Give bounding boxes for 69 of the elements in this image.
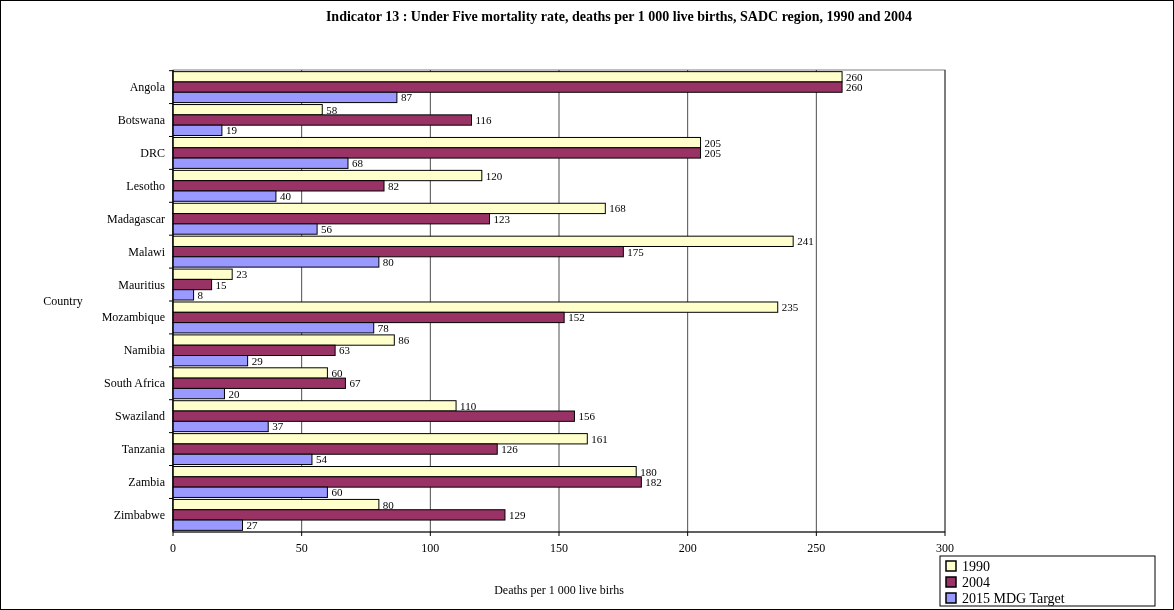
- y-tick-label: South Africa: [104, 376, 166, 391]
- data-label: 156: [578, 410, 596, 423]
- data-label: 161: [591, 432, 608, 445]
- data-label: 67: [349, 377, 361, 390]
- data-label: 110: [460, 399, 477, 412]
- y-tick-label: Zambia: [128, 474, 166, 489]
- x-tick-label: 0: [170, 541, 176, 555]
- legend-label: 2004: [962, 575, 990, 590]
- data-label: 120: [485, 169, 503, 182]
- data-label: 129: [508, 508, 526, 521]
- data-label: 27: [246, 519, 258, 532]
- data-label: 58: [326, 103, 338, 116]
- data-label: 123: [493, 212, 511, 225]
- data-label: 168: [609, 202, 627, 215]
- y-tick-label: Mauritius: [118, 277, 166, 292]
- data-label: 175: [627, 245, 645, 258]
- data-label: 205: [704, 146, 722, 159]
- y-tick-label: Lesotho: [126, 178, 165, 193]
- data-label: 116: [475, 114, 493, 127]
- x-tick-label: 150: [550, 541, 568, 555]
- data-label: 19: [225, 124, 238, 137]
- data-label: 80: [382, 255, 395, 268]
- legend-label: 2015 MDG Target: [962, 591, 1065, 606]
- y-tick-label: Swaziland: [115, 409, 165, 424]
- data-label: 126: [501, 443, 519, 456]
- data-label: 37: [272, 420, 284, 433]
- data-label: 80: [382, 498, 395, 511]
- data-label: 54: [315, 453, 328, 466]
- data-label: 68: [351, 157, 364, 170]
- x-axis-title: Deaths per 1 000 live birhs: [494, 583, 625, 597]
- data-label: 82: [388, 179, 400, 192]
- data-label: 60: [331, 486, 343, 499]
- y-tick-label: Madagascar: [107, 211, 165, 226]
- data-label: 241: [797, 235, 814, 248]
- x-tick-label: 250: [807, 541, 826, 555]
- x-tick-label: 50: [295, 541, 308, 555]
- y-tick-label: Zimbabwe: [113, 507, 165, 522]
- data-label: 260: [846, 70, 864, 83]
- y-tick-label: Angola: [129, 80, 166, 95]
- y-tick-label: DRC: [140, 145, 165, 160]
- data-label: 260: [846, 81, 864, 94]
- x-tick-label: 200: [678, 541, 697, 555]
- data-label: 152: [568, 311, 585, 324]
- data-label: 87: [400, 91, 413, 104]
- data-label: 182: [645, 475, 662, 488]
- x-tick-label: 100: [421, 541, 440, 555]
- y-axis-title: Country: [43, 294, 83, 308]
- y-tick-label: Botswana: [117, 113, 166, 128]
- data-label: 40: [279, 190, 292, 203]
- y-tick-label: Malawi: [128, 244, 166, 259]
- data-label: 235: [781, 301, 799, 314]
- data-label: 56: [321, 223, 333, 236]
- data-label: 15: [215, 278, 228, 291]
- data-label: 63: [339, 344, 351, 357]
- data-label: 23: [236, 268, 248, 281]
- y-tick-label: Namibia: [123, 343, 166, 358]
- y-tick-label: Mozambique: [101, 310, 165, 325]
- data-label: 60: [331, 366, 343, 379]
- data-label: 29: [251, 354, 264, 367]
- y-tick-label: Tanzania: [121, 442, 166, 457]
- data-label: 205: [704, 136, 722, 149]
- legend-label: 1990: [962, 559, 990, 574]
- chart-title: Indicator 13 : Under Five mortality rate, deaths per 1 000 live births, SADC region, 1990 and 2004: [325, 9, 913, 24]
- data-label: 180: [640, 465, 658, 478]
- data-label: 20: [228, 387, 240, 400]
- data-label: 78: [377, 321, 390, 334]
- data-label: 86: [398, 334, 410, 347]
- x-tick-label: 300: [936, 541, 954, 555]
- data-label: 8: [197, 288, 204, 301]
